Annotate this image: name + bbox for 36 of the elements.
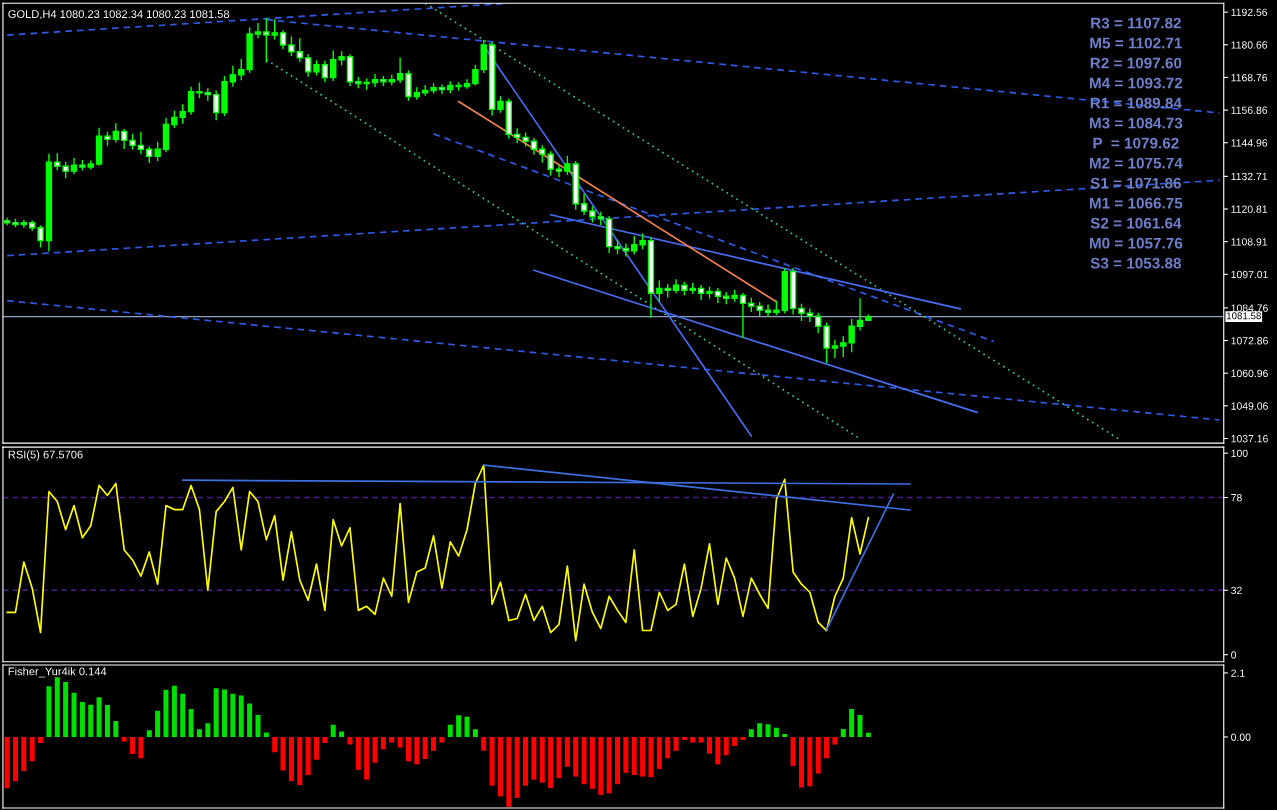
y-tick-label: 1084.76 xyxy=(1231,304,1268,312)
annotation: S2 = 1061.64 xyxy=(1090,217,1182,229)
annotation: S1 = 1071.86 xyxy=(1090,177,1181,189)
annotation: R2 = 1097.60 xyxy=(1090,57,1182,69)
ref-line-label: 1081.58 xyxy=(1226,312,1261,320)
y-tick-label: 1180.66 xyxy=(1231,41,1268,49)
y-tick-label: 1037.16 xyxy=(1231,435,1268,443)
y-tick-label: 0.00 xyxy=(1231,733,1251,741)
y-tick-label: 2.1 xyxy=(1231,669,1245,677)
text: GOLD,H4 1080.23 1082.34 1080.23 1081.58 xyxy=(8,10,230,20)
y-tick-label: 32 xyxy=(1231,586,1242,595)
y-tick-label: 1097.01 xyxy=(1231,270,1268,279)
y-tick-label: 0 xyxy=(1231,651,1237,659)
annotation: M1 = 1066.75 xyxy=(1089,197,1183,209)
annotation: R3 = 1107.82 xyxy=(1091,17,1181,29)
y-tick-label: 1060.96 xyxy=(1231,369,1268,378)
y-tick-label: 1144.96 xyxy=(1231,139,1268,147)
y-tick-label: 1049.06 xyxy=(1231,402,1268,410)
chart-title: Fisher_Yur4ik 0.144 xyxy=(8,667,107,678)
y-tick-label: 78 xyxy=(1231,494,1242,502)
annotation: M4 = 1093.72 xyxy=(1089,77,1183,89)
y-tick-label: 100 xyxy=(1231,449,1248,458)
y-tick-label: 1168.76 xyxy=(1231,73,1268,82)
chart-title: RSI(5) 67.5706 xyxy=(8,450,83,461)
annotation: P = 1079.62 xyxy=(1093,137,1179,149)
annotation: M0 = 1057.76 xyxy=(1089,237,1183,249)
y-tick-label: 1192.56 xyxy=(1231,8,1268,17)
y-tick-label: 1108.91 xyxy=(1231,238,1268,246)
y-tick-label: 1072.86 xyxy=(1231,337,1268,345)
y-tick-label: 1156.86 xyxy=(1231,106,1268,114)
annotation: S3 = 1053.88 xyxy=(1090,257,1182,269)
annotation: M5 = 1102.71 xyxy=(1090,37,1182,49)
y-tick-label: 1120.81 xyxy=(1231,205,1268,213)
annotation: M2 = 1075.74 xyxy=(1089,157,1183,169)
annotation: M3 = 1084.73 xyxy=(1089,117,1183,129)
y-tick-label: 1132.71 xyxy=(1231,172,1268,181)
